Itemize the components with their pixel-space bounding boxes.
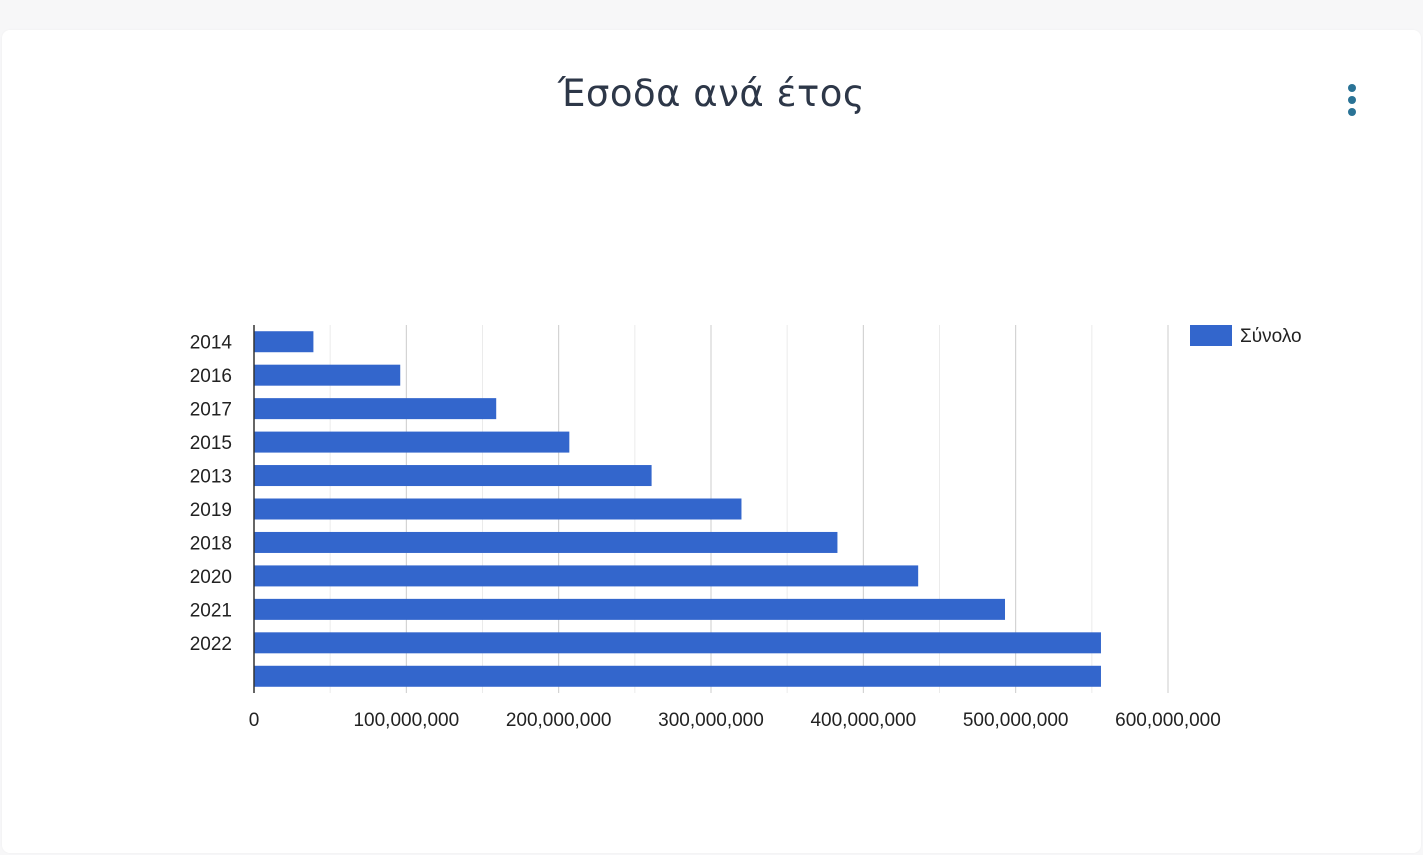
x-tick-label: 200,000,000 — [506, 710, 612, 731]
y-tick-label: 2013 — [190, 467, 232, 488]
x-tick-label: 300,000,000 — [658, 710, 764, 731]
bar — [254, 665, 1101, 687]
y-tick-label: 2017 — [190, 400, 232, 421]
bar — [254, 331, 314, 353]
x-tick-label: 600,000,000 — [1115, 710, 1221, 731]
bar — [254, 398, 497, 420]
y-tick-label: 2022 — [190, 634, 232, 655]
bar — [254, 531, 838, 553]
y-tick-label: 2018 — [190, 533, 232, 554]
bar — [254, 431, 570, 453]
y-tick-label: 2021 — [190, 600, 232, 621]
x-tick-label: 400,000,000 — [810, 710, 916, 731]
bar — [254, 632, 1101, 654]
y-tick-label: 2019 — [190, 500, 232, 521]
bar — [254, 364, 401, 386]
bar — [254, 565, 919, 587]
more-vertical-icon[interactable] — [1340, 80, 1364, 120]
x-tick-label: 100,000,000 — [353, 710, 459, 731]
bar — [254, 498, 742, 520]
chart-title: Έσοδα ανά έτος — [557, 72, 866, 115]
y-tick-label: 2020 — [190, 567, 232, 588]
x-tick-label: 500,000,000 — [963, 710, 1069, 731]
legend-label: Σύνολο — [1240, 326, 1302, 347]
y-tick-label: 2014 — [190, 333, 233, 354]
bar — [254, 598, 1006, 620]
y-tick-label: 2016 — [190, 366, 232, 387]
bar — [254, 465, 652, 487]
legend-swatch — [1190, 325, 1232, 346]
x-tick-label: 0 — [249, 710, 260, 731]
y-tick-label: 2015 — [190, 433, 232, 454]
